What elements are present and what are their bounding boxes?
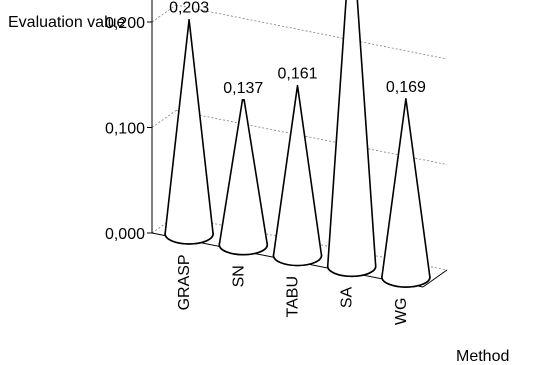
cone-sn [218, 98, 269, 256]
y-tick-label-0: 0,000 [105, 226, 145, 243]
gridline-side-2 [151, 4, 177, 23]
cone-body [272, 84, 323, 267]
data-label-wg: 0,169 [386, 79, 426, 96]
series-cones [164, 0, 431, 288]
x-axis-title: Method [456, 348, 509, 365]
x-tick-label-0: GRASP [176, 254, 193, 310]
gridline-2 [175, 4, 448, 60]
cone-body [381, 97, 431, 288]
data-label-tabu: 0,161 [277, 66, 317, 83]
x-tick-label-1: SN [230, 265, 247, 287]
x-tick-label-4: WG [393, 298, 410, 326]
x-tick-label-2: TABU [285, 276, 302, 317]
cone-sa [326, 0, 377, 278]
y-tick-label-2: 0,200 [105, 15, 145, 32]
cone-tabu [272, 84, 323, 267]
x-tick-label-3: SA [339, 286, 356, 308]
gridline-side-1 [151, 110, 177, 128]
y-tick-label-1: 0,100 [105, 121, 145, 138]
data-label-grasp: 0,203 [169, 0, 209, 17]
cone-body [326, 0, 377, 278]
cone-body [164, 18, 214, 245]
x-axis-side-edge [422, 269, 448, 288]
data-label-sn: 0,137 [223, 80, 263, 97]
cone-body [218, 99, 269, 256]
cone-grasp [164, 18, 214, 245]
y-axis-title: Evaluation value [8, 14, 126, 31]
cone-wg [381, 97, 431, 288]
cone-top [241, 98, 245, 102]
